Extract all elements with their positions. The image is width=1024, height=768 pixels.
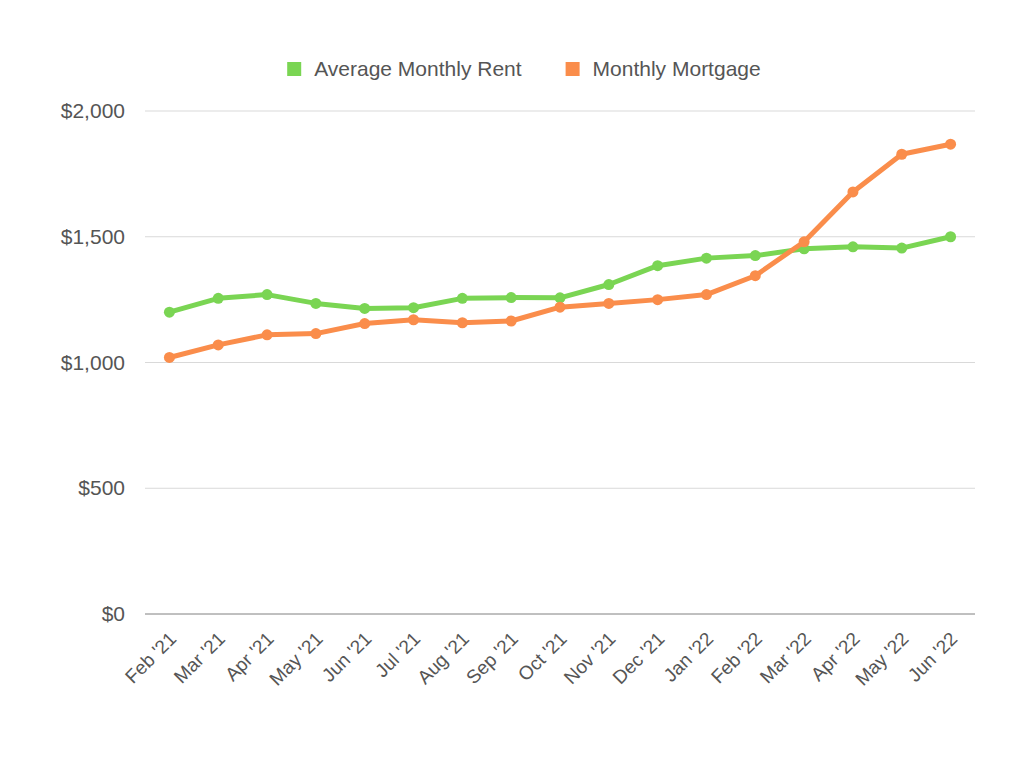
series-marker xyxy=(799,236,810,247)
series-marker xyxy=(701,289,712,300)
series-marker xyxy=(457,293,468,304)
legend: Average Monthly Rent Monthly Mortgage xyxy=(287,57,761,80)
series-marker xyxy=(750,250,761,261)
x-tick-label: Mar '21 xyxy=(170,628,229,687)
x-tick-label: Aug '21 xyxy=(413,628,473,688)
series-marker xyxy=(603,279,614,290)
series-marker xyxy=(457,317,468,328)
series-marker xyxy=(701,253,712,264)
series-marker xyxy=(896,243,907,254)
x-tick-label: Sep '21 xyxy=(462,628,522,688)
y-tick-label: $500 xyxy=(78,476,125,499)
series-marker xyxy=(555,302,566,313)
x-tick-label: Jan '22 xyxy=(660,628,718,686)
series-marker xyxy=(262,289,273,300)
series-marker xyxy=(652,294,663,305)
grid-line xyxy=(145,362,975,363)
legend-swatch xyxy=(566,62,580,76)
plot-area xyxy=(164,139,956,363)
series-marker xyxy=(603,298,614,309)
x-tick-label: Jun '22 xyxy=(904,628,962,686)
series-marker xyxy=(164,307,175,318)
x-tick-label: Dec '21 xyxy=(608,628,668,688)
series-marker xyxy=(408,302,419,313)
chart-root: $0$500$1,000$1,500$2,000Feb '21Mar '21Ap… xyxy=(0,0,1024,768)
series-marker xyxy=(506,316,517,327)
x-tick-label: Mar '22 xyxy=(756,628,815,687)
series-marker xyxy=(896,149,907,160)
series-marker xyxy=(652,260,663,271)
x-tick-label: Feb '22 xyxy=(707,628,766,687)
grid xyxy=(145,111,975,614)
grid-line xyxy=(145,614,975,615)
series-marker xyxy=(506,292,517,303)
series-marker xyxy=(359,303,370,314)
series-line xyxy=(169,144,950,357)
series-marker xyxy=(847,186,858,197)
legend-swatch xyxy=(287,62,301,76)
x-tick-label: May '22 xyxy=(851,628,912,689)
series-marker xyxy=(213,293,224,304)
x-tick-label: Feb '21 xyxy=(121,628,180,687)
series-marker xyxy=(164,352,175,363)
series-marker xyxy=(847,241,858,252)
series-marker xyxy=(945,139,956,150)
y-tick-label: $2,000 xyxy=(61,99,125,122)
series-marker xyxy=(310,298,321,309)
series-marker xyxy=(408,314,419,325)
series-marker xyxy=(359,318,370,329)
series-marker xyxy=(213,339,224,350)
series-marker xyxy=(750,270,761,281)
legend-label: Monthly Mortgage xyxy=(593,57,761,80)
grid-line xyxy=(145,488,975,489)
series-marker xyxy=(262,329,273,340)
legend-label: Average Monthly Rent xyxy=(314,57,522,80)
x-tick-label: Jun '21 xyxy=(318,628,376,686)
y-tick-label: $1,500 xyxy=(61,225,125,248)
series-marker xyxy=(310,328,321,339)
series-marker xyxy=(945,231,956,242)
series-line xyxy=(169,237,950,312)
x-tick-label: Nov '21 xyxy=(560,628,620,688)
chart-svg: $0$500$1,000$1,500$2,000Feb '21Mar '21Ap… xyxy=(0,0,1024,768)
grid-line xyxy=(145,111,975,112)
x-tick-label: May '21 xyxy=(265,628,326,689)
y-tick-label: $1,000 xyxy=(61,351,125,374)
y-tick-label: $0 xyxy=(102,602,125,625)
x-axis-line xyxy=(145,614,975,615)
grid-line xyxy=(145,236,975,237)
